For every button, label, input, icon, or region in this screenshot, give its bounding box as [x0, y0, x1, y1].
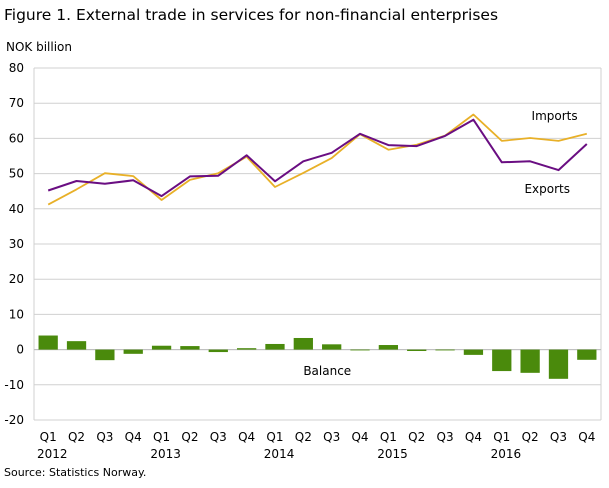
x-tick-label: Q1 [153, 430, 170, 444]
x-tick-label: Q1 [266, 430, 283, 444]
y-tick-labels: 80 70 60 50 40 30 20 10 0 -10 -20 [4, 61, 24, 427]
balance-bar [350, 349, 370, 351]
year-label: 2013 [150, 447, 181, 461]
balance-bar [38, 335, 58, 350]
balance-bar [95, 349, 115, 361]
x-tick-label: Q4 [125, 430, 142, 444]
imports-label: Imports [532, 109, 578, 123]
balance-bar [577, 349, 597, 360]
balance-label: Balance [303, 364, 351, 378]
y-tick-label: 20 [9, 272, 24, 286]
year-label: 2016 [491, 447, 522, 461]
y-tick-label: 40 [9, 202, 24, 216]
x-tick-label: Q2 [522, 430, 539, 444]
x-tick-label: Q4 [578, 430, 595, 444]
x-tick-label: Q2 [181, 430, 198, 444]
balance-bar [265, 343, 285, 350]
balance-bar [293, 337, 313, 350]
balance-bars [38, 335, 597, 379]
y-tick-label: 80 [9, 61, 24, 75]
x-tick-label: Q2 [408, 430, 425, 444]
balance-bar [378, 345, 399, 350]
balance-bar [548, 349, 569, 379]
y-tick-label: 70 [9, 96, 24, 110]
balance-bar [180, 346, 200, 350]
x-tick-label: Q1 [40, 430, 57, 444]
balance-bar [151, 345, 172, 350]
y-tick-label: -20 [4, 413, 24, 427]
y-tick-label: 30 [9, 237, 24, 251]
balance-bar [520, 349, 540, 373]
y-tick-label: 10 [9, 307, 24, 321]
balance-bar [208, 349, 228, 353]
x-tick-labels: Q1 Q2 Q3 Q4 Q1 Q2 Q3 Q4 Q1 Q2 Q3 Q4 Q1 Q2 Q3 Q4 Q1 Q2 Q3 Q4… [37, 430, 595, 461]
imports-line [47, 113, 588, 206]
grid-lines [33, 67, 602, 421]
year-label: 2015 [377, 447, 408, 461]
year-label: 2014 [264, 447, 295, 461]
x-tick-label: Q3 [550, 430, 567, 444]
x-tick-label: Q3 [323, 430, 340, 444]
year-label: 2012 [37, 447, 68, 461]
balance-bar [236, 348, 257, 350]
x-tick-label: Q1 [493, 430, 510, 444]
balance-bar [123, 349, 143, 354]
y-axis-label: NOK billion [6, 40, 72, 54]
x-tick-label: Q1 [380, 430, 397, 444]
source-note: Source: Statistics Norway. [4, 466, 147, 479]
x-tick-label: Q2 [295, 430, 312, 444]
chart-title: Figure 1. External trade in services for… [4, 6, 499, 24]
y-tick-label: 0 [16, 343, 24, 357]
x-tick-label: Q3 [437, 430, 454, 444]
exports-label: Exports [524, 182, 570, 196]
series-labels: Imports Exports Balance [303, 109, 577, 378]
x-tick-label: Q2 [68, 430, 85, 444]
x-tick-label: Q4 [351, 430, 368, 444]
x-tick-label: Q3 [210, 430, 227, 444]
balance-bar [463, 349, 484, 355]
balance-bar [322, 344, 342, 350]
balance-bar [435, 349, 455, 351]
exports-line [47, 118, 588, 198]
y-tick-label: -10 [4, 378, 24, 392]
x-tick-label: Q3 [96, 430, 113, 444]
x-tick-label: Q4 [238, 430, 255, 444]
y-tick-label: 60 [9, 131, 24, 145]
series-lines [47, 113, 588, 206]
balance-bar [66, 341, 87, 350]
y-tick-label: 50 [9, 167, 24, 181]
x-tick-label: Q4 [465, 430, 482, 444]
balance-bar [492, 349, 512, 372]
balance-bar [407, 349, 427, 352]
